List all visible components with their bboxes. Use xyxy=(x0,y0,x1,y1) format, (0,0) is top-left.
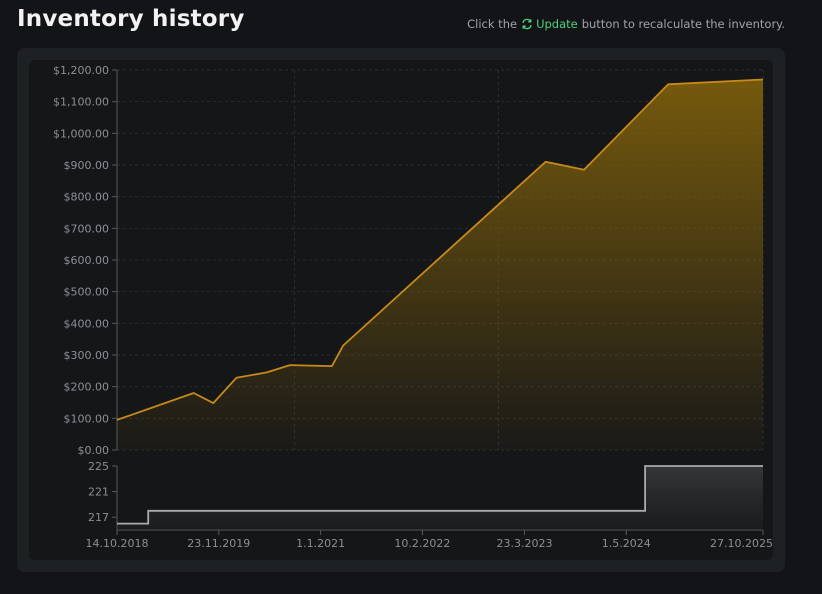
y-tick-label: $900.00 xyxy=(64,159,110,172)
y-tick-label: $1,200.00 xyxy=(53,64,109,77)
y-tick-label: $500.00 xyxy=(64,286,110,299)
y-tick-label: $1,000.00 xyxy=(53,127,109,140)
hint-prefix: Click the xyxy=(467,17,518,31)
y-tick-label: $200.00 xyxy=(64,381,110,394)
count-step-line xyxy=(117,465,763,525)
y-tick-label: $800.00 xyxy=(64,191,110,204)
y-tick-label: $300.00 xyxy=(64,349,110,362)
value-area-chart: $0.00 $100.00 $200.00 $300.00 $400.00 $500.00… xyxy=(53,64,764,457)
y-tick-label: $700.00 xyxy=(64,222,110,235)
y-tick-label: $100.00 xyxy=(64,412,110,425)
x-tick-label: 1.1.2021 xyxy=(296,537,345,550)
sub-y-tick-label: 221 xyxy=(88,486,109,499)
x-tick-label: 14.10.2018 xyxy=(86,537,149,550)
value-series-line xyxy=(116,78,764,421)
y-tick-label: $600.00 xyxy=(64,254,110,267)
value-area-fill xyxy=(117,79,763,450)
y-tick-label: $0.00 xyxy=(78,444,110,457)
page-title: Inventory history xyxy=(17,6,245,32)
y-tick-label: $400.00 xyxy=(64,317,110,330)
hint-suffix: button to recalculate the inventory. xyxy=(581,17,785,31)
x-tick-label: 23.11.2019 xyxy=(187,537,250,550)
count-area-fill xyxy=(117,466,763,530)
sub-y-tick-label: 225 xyxy=(88,460,109,473)
x-tick-label: 10.2.2022 xyxy=(394,537,450,550)
update-link-label: Update xyxy=(536,17,578,31)
x-tick-label: 1.5.2024 xyxy=(602,537,651,550)
inventory-count-chart: 217 221 225 14.10.2018 23.11.2019 1.1.2021 10.… xyxy=(86,460,773,550)
update-link[interactable]: Update xyxy=(521,17,578,31)
update-hint: Click the Update button to recalculate t… xyxy=(467,17,785,31)
y-tick-label: $1,100.00 xyxy=(53,96,109,109)
refresh-icon xyxy=(522,18,532,30)
x-tick-label: 23.3.2023 xyxy=(496,537,552,550)
sub-y-tick-label: 217 xyxy=(88,511,109,524)
x-tick-label: 27.10.2025 xyxy=(710,537,773,550)
